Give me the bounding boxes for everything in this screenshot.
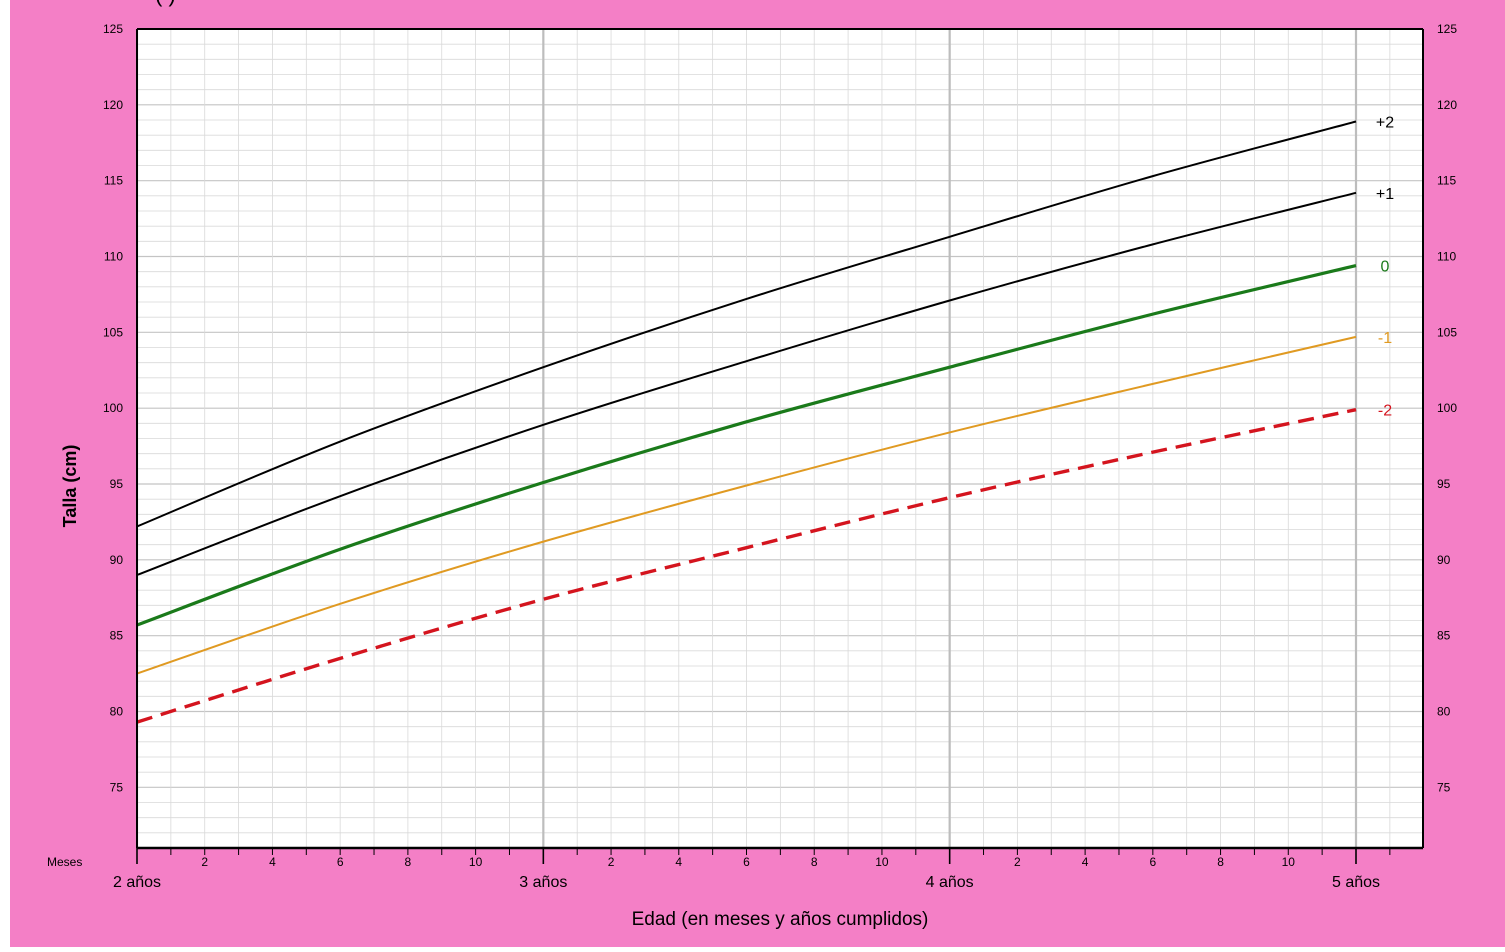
x-month-tick-label: 8 [1217,855,1224,869]
x-month-tick-label: 10 [875,855,889,869]
months-label: Meses [47,855,82,869]
x-month-tick-label: 4 [269,855,276,869]
series-label-sd_plus1: +1 [1376,186,1394,203]
y-axis-label: Talla (cm) [60,445,80,528]
x-month-tick-label: 8 [405,855,412,869]
x-month-tick-label: 2 [201,855,208,869]
y-tick-label-left: 105 [103,325,123,339]
series-line-sd_minus1 [136,335,1357,675]
series-label-sd_plus2: +2 [1376,115,1394,132]
y-tick-label-right: 105 [1437,325,1457,339]
y-tick-label-right: 125 [1437,22,1457,36]
y-tick-label-left: 80 [110,705,124,719]
series-layer: +2 +1 0 -1 -2 [136,115,1394,724]
series-line-sd_plus1 [136,191,1357,576]
x-month-tick-label: 6 [337,855,344,869]
y-tick-label-right: 110 [1437,250,1456,264]
x-month-tick-label: 4 [675,855,682,869]
y-tick-label-left: 110 [104,250,123,264]
y-tick-label-left: 125 [103,22,123,36]
y-tick-label-left: 90 [110,553,124,567]
x-month-tick-label: 6 [743,855,750,869]
axis-layer [136,28,1424,864]
x-month-tick-label: 4 [1082,855,1089,869]
header-partial-text: ( ) [155,0,176,7]
series-label-sd_minus1: -1 [1378,330,1392,347]
y-tick-label-left: 115 [104,174,123,188]
y-tick-label-right: 95 [1437,477,1451,491]
y-tick-label-right: 115 [1437,174,1456,188]
x-month-tick-label: 8 [811,855,818,869]
series-label-sd_0: 0 [1381,259,1390,276]
y-tick-label-left: 95 [110,477,124,491]
x-year-tick-label: 2 años [113,874,161,891]
series-line-sd_plus2 [136,120,1357,528]
x-year-tick-label: 4 años [926,874,974,891]
x-month-tick-label: 2 [608,855,615,869]
x-month-tick-label: 10 [469,855,483,869]
series-line-sd_0 [136,264,1357,627]
y-tick-label-right: 85 [1437,629,1451,643]
x-month-tick-label: 6 [1149,855,1156,869]
x-month-tick-label: 10 [1282,855,1296,869]
y-tick-label-right: 90 [1437,553,1451,567]
y-tick-label-left: 75 [110,780,124,794]
y-tick-label-left: 100 [103,401,123,415]
series-label-sd_minus2: -2 [1378,403,1392,420]
y-tick-label-right: 120 [1437,98,1457,112]
y-tick-label-right: 100 [1437,401,1457,415]
y-tick-label-right: 75 [1437,780,1451,794]
x-axis-label: Edad (en meses y años cumplidos) [632,909,929,930]
x-year-tick-label: 5 años [1332,874,1380,891]
y-tick-label-right: 80 [1437,705,1451,719]
y-tick-label-left: 85 [110,629,124,643]
series-line-sd_minus2 [136,408,1357,724]
x-month-tick-label: 2 [1014,855,1021,869]
y-tick-label-left: 120 [103,98,123,112]
x-year-tick-label: 3 años [519,874,567,891]
